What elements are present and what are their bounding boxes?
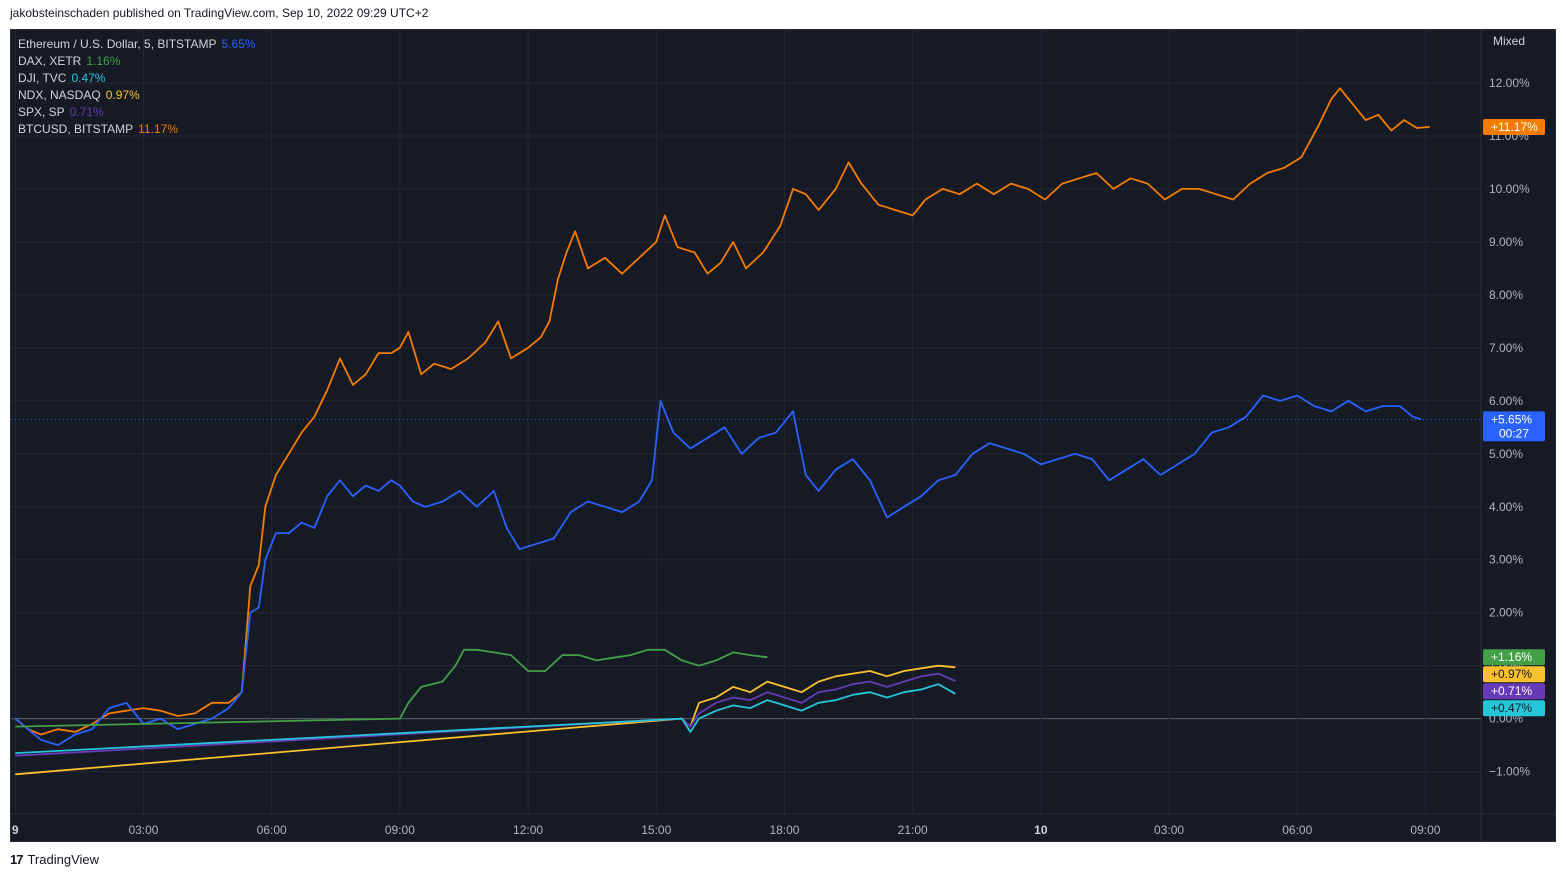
- y-tick-label: 8.00%: [1489, 288, 1523, 302]
- legend: Ethereum / U.S. Dollar, 5, BITSTAMP 5.65%…: [18, 36, 256, 138]
- y-tick-label: 2.00%: [1489, 606, 1523, 620]
- legend-item-label: DJI, TVC: [18, 71, 67, 85]
- x-tick-label: 18:00: [769, 823, 799, 837]
- legend-item[interactable]: BTCUSD, BITSTAMP 11.17%: [18, 121, 256, 138]
- axes: 12.00%11.00%10.00%9.00%8.00%7.00%6.00%5.…: [11, 30, 1555, 841]
- x-tick-label: 12:00: [513, 823, 543, 837]
- x-tick-label: 09:00: [385, 823, 415, 837]
- price-tag-background: [1483, 700, 1545, 717]
- price-tag-value: +5.65%: [1491, 412, 1532, 426]
- footer-logo-text: TradingView: [27, 852, 100, 867]
- legend-item-label: DAX, XETR: [18, 54, 82, 68]
- scale-mode-label[interactable]: Mixed: [1492, 34, 1525, 48]
- y-tick-label: 6.00%: [1489, 394, 1523, 408]
- price-tag-background: [1483, 411, 1545, 442]
- price-tag: +11.17%: [1483, 118, 1545, 135]
- y-tick-label: 9.00%: [1489, 235, 1523, 249]
- price-tag-background: [1483, 683, 1545, 700]
- published-by-text: jakobsteinschaden published on TradingVi…: [10, 6, 429, 20]
- series-line-ndx: [15, 664, 956, 776]
- legend-item[interactable]: SPX, SP 0.71%: [18, 104, 256, 121]
- y-tick-label: 7.00%: [1489, 341, 1523, 355]
- legend-item-label: SPX, SP: [18, 105, 65, 119]
- series-line-btc: [14, 87, 1430, 736]
- x-tick-label: 10: [1034, 823, 1048, 837]
- chart-panel[interactable]: 12.00% 11.00% 10.00% 9.00% 8.00% 7.00% 6.00% 5.…: [10, 29, 1556, 842]
- price-tag: +5.65%00:27: [1483, 411, 1545, 442]
- x-tick-label: 03:00: [128, 823, 158, 837]
- price-tag-value: +0.47%: [1491, 701, 1532, 715]
- price-tag-background: [1483, 666, 1545, 683]
- footer-logo: 17 TradingView: [10, 852, 99, 867]
- y-tick-label: 10.00%: [1489, 182, 1530, 196]
- series-line-dax: [15, 648, 768, 728]
- x-tick-label: 06:00: [1282, 823, 1312, 837]
- legend-item-label: Ethereum / U.S. Dollar, 5, BITSTAMP: [18, 37, 217, 51]
- legend-item-label: NDX, NASDAQ: [18, 88, 101, 102]
- x-tick-label: 9: [12, 823, 19, 837]
- x-tick-label: 21:00: [898, 823, 928, 837]
- y-tick-label: −1.00%: [1489, 765, 1530, 779]
- x-tick-label: 09:00: [1410, 823, 1440, 837]
- price-tag-value: +0.97%: [1491, 667, 1532, 681]
- x-tick-label: 06:00: [257, 823, 287, 837]
- price-tag-value: +0.71%: [1491, 684, 1532, 698]
- price-tag-value: +11.17%: [1491, 120, 1538, 134]
- grid-lines: [11, 30, 1481, 814]
- chart-canvas[interactable]: 12.00%11.00%10.00%9.00%8.00%7.00%6.00%5.…: [11, 30, 1556, 842]
- y-tick-label: 4.00%: [1489, 500, 1523, 514]
- y-tick-label: 12.00%: [1489, 76, 1530, 90]
- price-tags: +11.17% +5.65%00:27 +1.16% +0.97% +0.71% +0.4…: [1483, 118, 1545, 717]
- price-tag: +0.97%: [1483, 666, 1545, 683]
- series-line-spx: [15, 672, 956, 757]
- legend-item-value: 0.97%: [105, 88, 140, 102]
- legend-item[interactable]: Ethereum / U.S. Dollar, 5, BITSTAMP 5.65%: [18, 36, 256, 53]
- legend-item[interactable]: DAX, XETR 1.16%: [18, 53, 256, 70]
- price-tag-countdown: 00:27: [1499, 426, 1529, 440]
- tradingview-logo-icon: 17: [10, 852, 24, 867]
- price-tag: +0.71%: [1483, 683, 1545, 700]
- x-tick-label: 15:00: [641, 823, 671, 837]
- y-tick-label: 5.00%: [1489, 447, 1523, 461]
- series-line-eth: [14, 394, 1422, 746]
- series-line-dji: [15, 683, 956, 754]
- legend-item-value: 0.71%: [69, 105, 104, 119]
- legend-item[interactable]: NDX, NASDAQ 0.97%: [18, 87, 256, 104]
- price-tag-background: [1483, 649, 1545, 666]
- legend-item-value: 11.17%: [138, 122, 178, 136]
- legend-item[interactable]: DJI, TVC 0.47%: [18, 70, 256, 87]
- price-tag: +1.16%: [1483, 649, 1545, 666]
- y-tick-label: 3.00%: [1489, 553, 1523, 567]
- price-tag-value: +1.16%: [1491, 650, 1532, 664]
- legend-item-label: BTCUSD, BITSTAMP: [18, 122, 134, 136]
- legend-item-value: 5.65%: [221, 37, 256, 51]
- x-tick-label: 03:00: [1154, 823, 1184, 837]
- price-tag: +0.47%: [1483, 700, 1545, 717]
- price-tag-background: [1483, 118, 1545, 135]
- series-lines: [11, 87, 1481, 776]
- legend-item-value: 1.16%: [86, 54, 121, 68]
- legend-item-value: 0.47%: [71, 71, 106, 85]
